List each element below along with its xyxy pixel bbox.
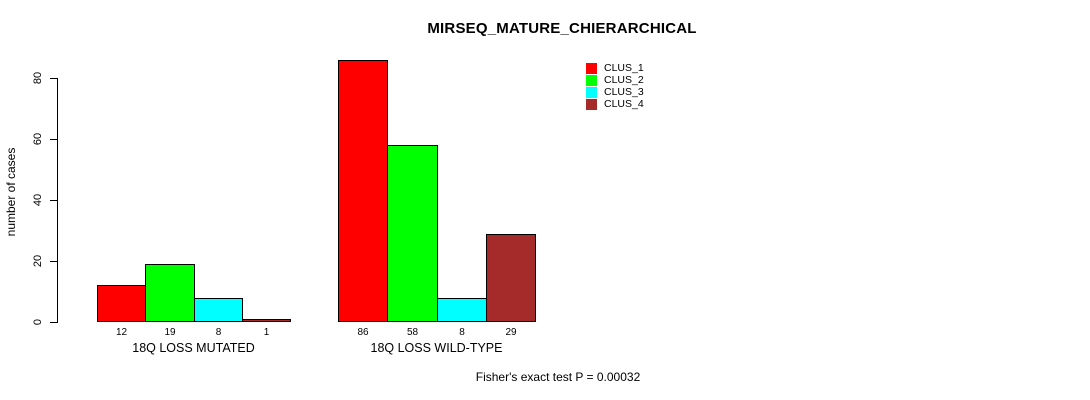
bar-value-label: 1 xyxy=(263,327,270,338)
legend-item: CLUS_3 xyxy=(586,87,644,98)
bar-clus_4-group1 xyxy=(242,319,291,322)
bar-clus_1-group2 xyxy=(338,60,388,322)
bar-value-label: 8 xyxy=(215,327,222,338)
bar-clus_2-group1 xyxy=(145,264,195,322)
bar-clus_4-group2 xyxy=(486,234,536,322)
legend-label: CLUS_2 xyxy=(604,74,644,86)
y-axis-tick xyxy=(50,139,57,140)
y-axis-title: number of cases xyxy=(4,147,18,237)
bar-clus_2-group2 xyxy=(387,145,438,322)
legend: CLUS_1 CLUS_2 CLUS_3 CLUS_4 xyxy=(586,63,644,111)
y-axis-tick xyxy=(50,261,57,262)
bar-value-label: 86 xyxy=(357,327,369,338)
legend-item: CLUS_1 xyxy=(586,63,644,74)
y-axis-tick xyxy=(50,322,57,323)
bar-value-label: 8 xyxy=(459,327,465,338)
legend-label: CLUS_1 xyxy=(604,62,644,74)
legend-label: CLUS_4 xyxy=(604,98,644,110)
y-axis-tick xyxy=(50,200,57,201)
legend-item: CLUS_4 xyxy=(586,99,644,110)
y-axis-tick-label: 80 xyxy=(32,71,44,85)
bar-value-label: 29 xyxy=(505,327,517,338)
fisher-test-annotation: Fisher's exact test P = 0.00032 xyxy=(475,370,641,384)
bar-clus_3-group2 xyxy=(437,298,487,322)
bar-value-label: 19 xyxy=(164,327,176,338)
legend-swatch-icon xyxy=(586,63,597,74)
y-axis-line xyxy=(57,78,58,323)
bar-clus_3-group1 xyxy=(194,298,243,322)
x-category-label: 18Q LOSS MUTATED xyxy=(132,341,255,355)
y-axis-tick-label: 20 xyxy=(32,254,44,268)
bar-value-label: 12 xyxy=(115,327,128,338)
chart-title: MIRSEQ_MATURE_CHIERARCHICAL xyxy=(427,20,697,37)
x-category-label: 18Q LOSS WILD-TYPE xyxy=(370,341,503,355)
y-axis-tick-label: 0 xyxy=(32,318,44,326)
legend-swatch-icon xyxy=(586,99,597,110)
legend-swatch-icon xyxy=(586,75,597,86)
y-axis-tick xyxy=(50,78,57,79)
bar-value-label: 58 xyxy=(406,327,419,338)
y-axis-tick-label: 40 xyxy=(32,193,44,207)
legend-item: CLUS_2 xyxy=(586,75,644,86)
bar-clus_1-group1 xyxy=(97,285,146,322)
y-axis-tick-label: 60 xyxy=(32,132,44,146)
legend-swatch-icon xyxy=(586,87,597,98)
legend-label: CLUS_3 xyxy=(604,86,644,98)
